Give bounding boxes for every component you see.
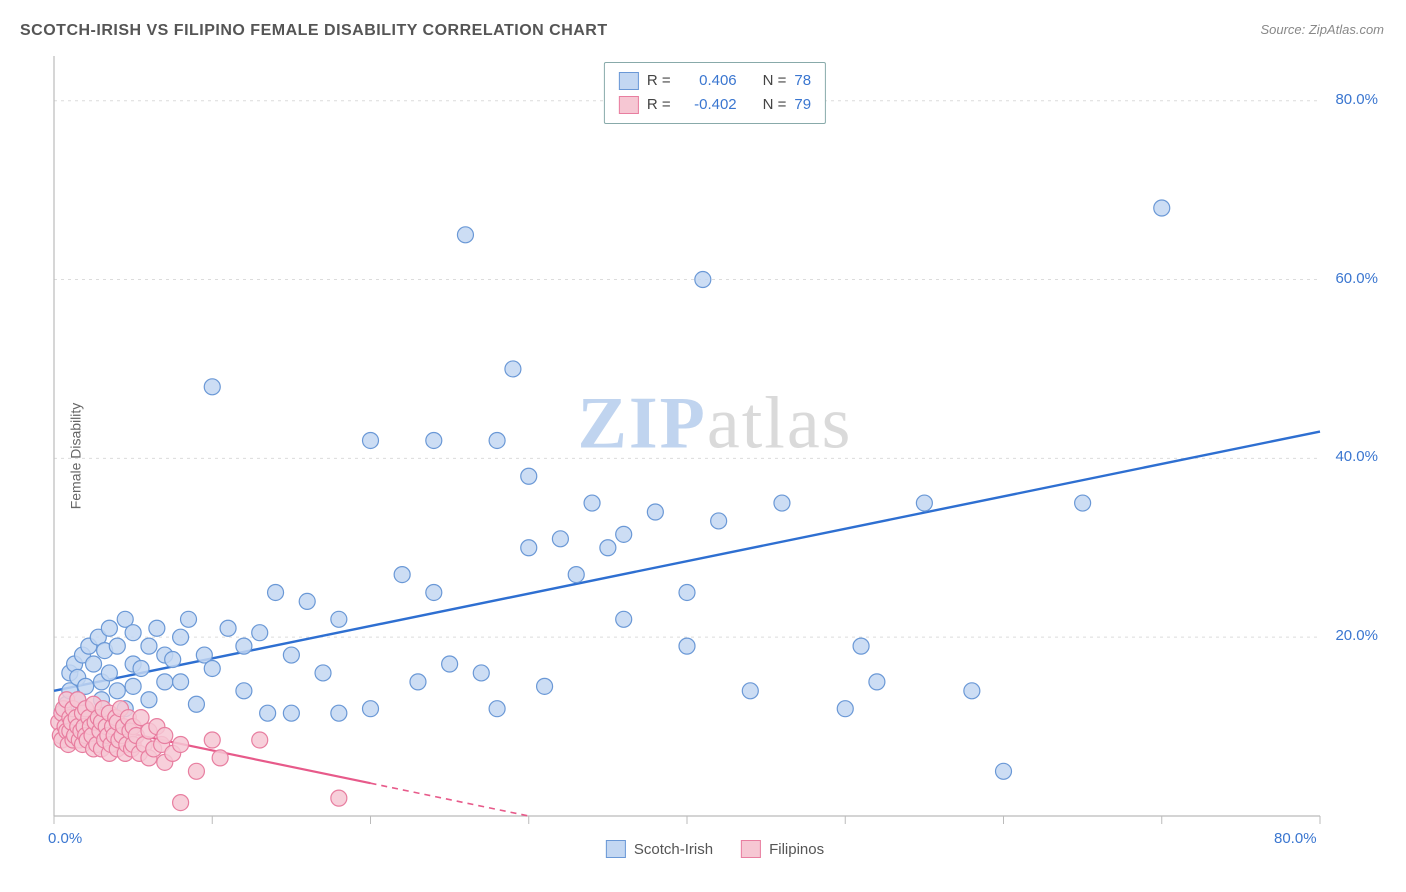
source-attribution: Source: ZipAtlas.com <box>1260 22 1384 37</box>
legend-swatch-filipinos <box>741 840 761 858</box>
n-value-scotch-irish: 78 <box>794 69 811 93</box>
x-tick-label: 80.0% <box>1274 830 1317 847</box>
legend-swatch-scotch-irish <box>606 840 626 858</box>
swatch-scotch-irish <box>619 72 639 90</box>
chart-title: SCOTCH-IRISH VS FILIPINO FEMALE DISABILI… <box>20 22 608 40</box>
n-value-filipinos: 79 <box>794 93 811 117</box>
r-label: R = <box>647 69 671 93</box>
chart-container: Female Disability ZIPatlas R = 0.406 N =… <box>50 56 1380 856</box>
r-label: R = <box>647 93 671 117</box>
r-value-filipinos: -0.402 <box>679 93 737 117</box>
r-value-scotch-irish: 0.406 <box>679 69 737 93</box>
legend-item-scotch-irish: Scotch-Irish <box>606 840 713 858</box>
swatch-filipinos <box>619 96 639 114</box>
n-label: N = <box>763 93 787 117</box>
y-tick-label: 80.0% <box>1335 91 1378 108</box>
stats-legend: R = 0.406 N = 78 R = -0.402 N = 79 <box>604 62 826 124</box>
stats-row-scotch-irish: R = 0.406 N = 78 <box>619 69 811 93</box>
x-axis-legend: Scotch-Irish Filipinos <box>606 840 824 858</box>
y-tick-label: 40.0% <box>1335 448 1378 465</box>
y-tick-label: 20.0% <box>1335 627 1378 644</box>
legend-label-filipinos: Filipinos <box>769 841 824 858</box>
x-tick-label: 0.0% <box>48 830 82 847</box>
y-tick-label: 60.0% <box>1335 270 1378 287</box>
legend-label-scotch-irish: Scotch-Irish <box>634 841 713 858</box>
scatter-plot <box>50 56 1380 856</box>
legend-item-filipinos: Filipinos <box>741 840 824 858</box>
stats-row-filipinos: R = -0.402 N = 79 <box>619 93 811 117</box>
n-label: N = <box>763 69 787 93</box>
